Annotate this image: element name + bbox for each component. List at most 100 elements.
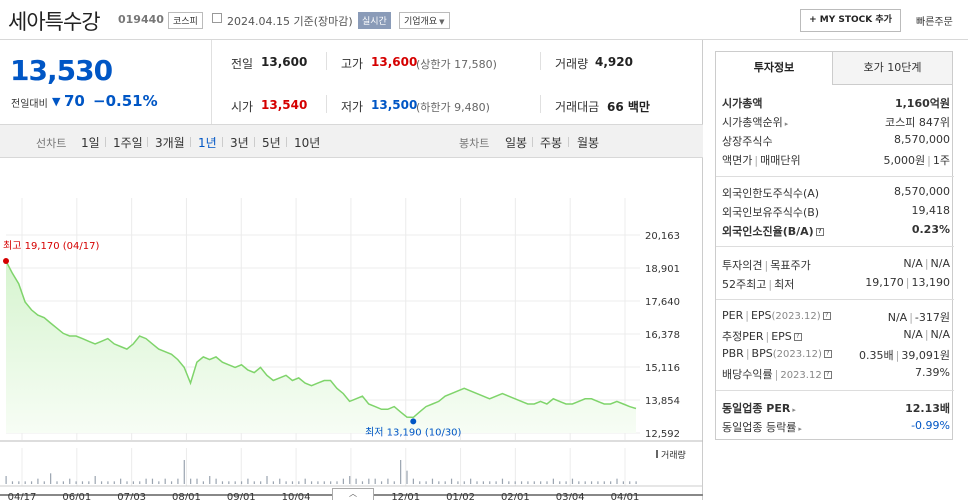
volume-bar — [279, 478, 281, 484]
volume-bar — [495, 481, 497, 484]
market-cap-rank-label: 시가총액순위 ▸ — [722, 114, 788, 130]
face-value-label: 액면가 | 매매단위 — [722, 154, 801, 167]
volume-bar — [113, 481, 115, 484]
volume-bar — [355, 478, 357, 484]
volume-bar — [533, 481, 535, 484]
trade-unit-text: 매매단위 — [760, 154, 801, 167]
tab-daily[interactable]: 일봉 — [505, 136, 528, 150]
divider — [147, 137, 148, 147]
collapse-chart-button[interactable]: ︿ — [332, 488, 374, 500]
volume-bar — [50, 473, 52, 484]
volume-bar — [196, 478, 198, 484]
volume-bar — [126, 481, 128, 484]
price-chart: 20,163 18,901 17,640 16,378 15,116 13,854 12,5… — [0, 158, 703, 500]
volume-bar — [540, 481, 542, 484]
volume-bar — [190, 478, 192, 484]
sector-change-row[interactable]: 동일업종 등락률 ▸ -0.99% — [722, 419, 950, 435]
target-price-amount: N/A — [930, 257, 950, 270]
volume-bar — [81, 481, 84, 484]
volume-bar — [438, 481, 440, 484]
help-icon[interactable]: ? — [822, 312, 831, 320]
tab-10year[interactable]: 10년 — [294, 136, 321, 150]
volume-bar — [380, 481, 383, 484]
eps-text: EPS — [750, 309, 772, 322]
low-value: 13,500 — [371, 98, 418, 112]
calendar-icon — [212, 13, 222, 23]
volume-bar — [520, 481, 523, 484]
y-tick-label: 20,163 — [645, 231, 680, 242]
lower-limit: (하한가 9,480) — [416, 101, 490, 114]
pbr-value: 0.35배 | 39,091원 — [859, 349, 950, 362]
volume-bar — [629, 481, 631, 484]
tab-1day[interactable]: 1일 — [81, 136, 100, 150]
divider — [716, 390, 954, 391]
volume-bar — [565, 481, 567, 484]
tab-monthly[interactable]: 월봉 — [577, 136, 600, 150]
est-per-text: 추정PER — [722, 330, 764, 343]
sector-change-text: 동일업종 등락률 — [722, 421, 797, 434]
sector-per-value: 12.13배 — [905, 402, 950, 415]
volume-bar — [635, 481, 637, 484]
divider — [326, 95, 327, 113]
volume-bar — [310, 481, 313, 484]
volume-bar — [400, 460, 402, 484]
help-icon[interactable]: ? — [793, 333, 802, 341]
est-per-value: N/A | N/A — [903, 328, 950, 341]
tab-3month[interactable]: 3개월 — [155, 136, 185, 150]
y-tick-label: 18,901 — [645, 264, 680, 275]
volume-bar — [202, 481, 204, 484]
tab-3year[interactable]: 3년 — [230, 136, 249, 150]
volume-bar — [170, 481, 173, 484]
volume-label: 거래량 — [555, 57, 589, 71]
tab-investment-info[interactable]: 투자정보 — [715, 51, 833, 85]
upper-limit: (상한가 17,580) — [416, 58, 497, 71]
volume-bar — [610, 481, 612, 484]
volume-bar — [285, 481, 287, 484]
volume-bar — [228, 481, 230, 484]
tab-1week[interactable]: 1주일 — [113, 136, 143, 150]
volume-bar — [240, 481, 243, 484]
help-icon[interactable]: ? — [815, 228, 824, 236]
foreign-limit-value: 8,570,000 — [894, 185, 950, 198]
low-label: 저가 — [341, 100, 364, 114]
quick-order-link[interactable]: 빠른주문 — [916, 17, 953, 28]
pbr-label: PBR | BPS(2023.12)? — [722, 347, 832, 360]
line-chart-label: 선차트 — [36, 137, 67, 150]
x-tick-label: 02/01 — [501, 492, 530, 500]
market-cap-label: 시가총액 — [722, 97, 763, 110]
face-value-value: 5,000원 | 1주 — [883, 154, 950, 167]
add-mystock-button[interactable]: + MY STOCK 추가 — [800, 9, 901, 32]
sector-per-row[interactable]: 동일업종 PER ▸ 12.13배 — [722, 400, 950, 416]
volume-bar — [336, 481, 338, 484]
market-cap-rank-row[interactable]: 시가총액순위 ▸ 코스피 847위 — [722, 114, 950, 130]
volume-bar — [527, 481, 529, 484]
volume-bar — [489, 481, 491, 484]
opinion-row: 투자의견 | 목표주가 N/A | N/A — [722, 257, 950, 273]
volume-legend-icon — [656, 450, 658, 458]
y-tick-label: 17,640 — [645, 297, 680, 308]
foreign-hold-value: 19,418 — [911, 204, 951, 217]
volume-bar — [603, 481, 605, 484]
opinion-amount: N/A — [903, 257, 923, 270]
opinion-value: N/A | N/A — [903, 257, 950, 270]
tab-orderbook[interactable]: 호가 10단계 — [832, 51, 953, 85]
realtime-button[interactable]: 실시간 — [358, 12, 391, 29]
bps-amount: 39,091원 — [901, 349, 950, 362]
tab-1year[interactable]: 1년 — [198, 136, 217, 150]
price-area — [6, 261, 636, 433]
divider — [286, 137, 287, 147]
volume-bar — [62, 481, 64, 484]
per-text: PER — [722, 309, 744, 322]
market-cap-value: 1,160억원 — [894, 97, 950, 110]
arrow-right-icon: ▸ — [784, 120, 789, 128]
volume-bar — [450, 478, 453, 484]
help-icon[interactable]: ? — [823, 371, 832, 379]
tab-weekly[interactable]: 주봉 — [540, 136, 563, 150]
bps-note: (2023.12) — [772, 349, 822, 360]
divider — [105, 137, 106, 147]
company-overview-button[interactable]: 기업개요 ▼ — [399, 12, 450, 29]
help-icon[interactable]: ? — [823, 350, 832, 358]
tab-5year[interactable]: 5년 — [262, 136, 281, 150]
bps-text: BPS — [751, 347, 773, 360]
target-price-text: 목표주가 — [770, 259, 811, 272]
